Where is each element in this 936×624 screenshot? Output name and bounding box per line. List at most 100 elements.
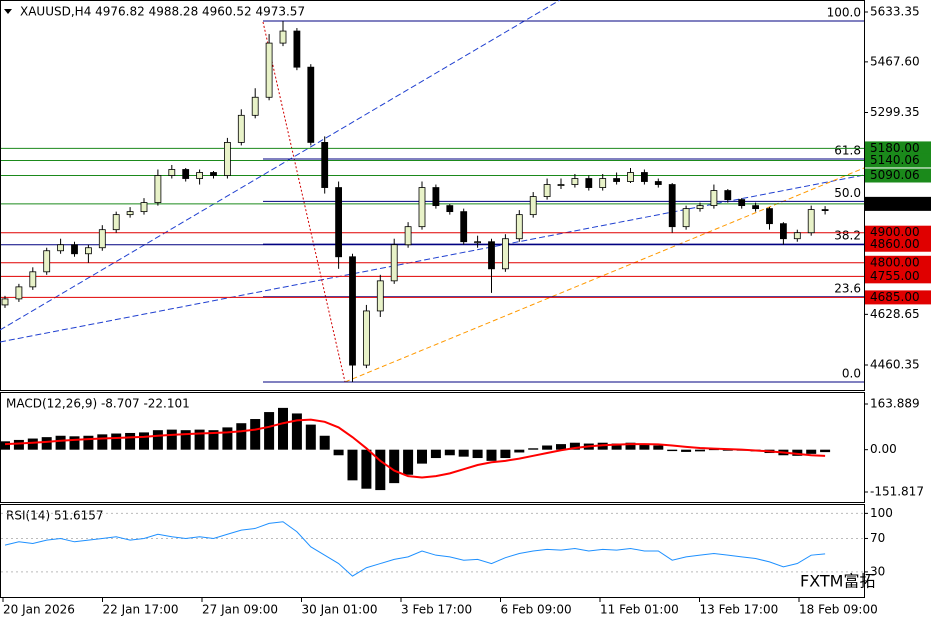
- macd-bar: [291, 413, 302, 450]
- candle-body: [376, 280, 384, 312]
- candle-body: [390, 244, 398, 282]
- level-box: [865, 153, 931, 168]
- macd-bar: [305, 424, 316, 450]
- level-label: 4800.00: [870, 255, 920, 269]
- macd-bar: [500, 449, 511, 459]
- y-tick-label: 0.00: [870, 442, 897, 456]
- candle-body: [237, 114, 245, 143]
- candle-body: [738, 199, 746, 207]
- macd-bar: [667, 449, 678, 452]
- level-label: 4685.00: [870, 290, 920, 304]
- candle-body: [501, 238, 509, 270]
- candle-body: [293, 30, 301, 68]
- rsi-pane: [0, 504, 865, 598]
- candle-body: [543, 184, 551, 197]
- level-box: [865, 290, 931, 305]
- macd-bar: [514, 449, 525, 453]
- level-box: [865, 225, 931, 240]
- level-box: [865, 141, 931, 156]
- candle-body: [43, 250, 51, 273]
- macd-bar: [542, 445, 553, 450]
- macd-bar: [806, 449, 817, 454]
- macd-bar: [264, 412, 275, 450]
- macd-bar: [194, 429, 205, 450]
- candle-body: [807, 209, 815, 234]
- candle-body: [98, 229, 106, 249]
- y-tick-label: 100: [870, 506, 893, 520]
- x-tick-label: 30 Jan 01:00: [302, 603, 378, 617]
- macd-bar: [347, 449, 358, 481]
- macd-bar: [375, 449, 386, 491]
- macd-bar: [208, 430, 219, 450]
- fib-label: 23.6: [834, 281, 861, 295]
- candle-body: [474, 241, 482, 244]
- fib-label: 100.0: [827, 5, 861, 19]
- frames: [0, 0, 865, 598]
- macd-bar: [569, 442, 580, 450]
- level-label: 5090.06: [870, 168, 920, 182]
- price-pane: [0, 0, 865, 391]
- candle-body: [710, 190, 718, 207]
- x-tick-label: 3 Feb 17:00: [401, 603, 472, 617]
- macd-bar: [653, 445, 664, 450]
- candle-body: [488, 241, 495, 270]
- macd-bar: [250, 419, 261, 450]
- candle-body: [223, 142, 231, 176]
- trend-line: [0, 0, 561, 331]
- candle-body: [1, 298, 9, 306]
- macd-bar: [319, 435, 330, 450]
- macd-bar: [55, 435, 66, 450]
- candle-body: [265, 42, 273, 98]
- macd-bar: [472, 449, 483, 459]
- candle-body: [182, 169, 190, 179]
- y-tick-label: 163.889: [870, 397, 920, 411]
- macd-bar: [403, 449, 414, 475]
- macd-bar: [180, 430, 191, 450]
- level-box: [865, 255, 931, 270]
- macd-bar: [722, 449, 733, 451]
- macd-bar: [111, 433, 122, 450]
- macd-bar: [556, 444, 566, 450]
- macd-bar: [333, 449, 344, 456]
- macd-bar: [13, 439, 24, 450]
- level-box: [865, 269, 931, 284]
- candle-body: [724, 190, 732, 200]
- candle-body: [210, 172, 217, 176]
- candle-body: [362, 310, 370, 366]
- macd-bar: [792, 449, 803, 456]
- level-box: [865, 237, 931, 252]
- level-label: 4995.77: [870, 196, 920, 210]
- macd-bar: [27, 438, 38, 450]
- level-box: [865, 168, 931, 183]
- price-title: XAUUSD,H4 4976.82 4988.28 4960.52 4973.5…: [20, 5, 305, 19]
- macd-bar: [83, 435, 94, 450]
- candle-body: [335, 187, 343, 258]
- macd-title: MACD(12,26,9) -8.707 -22.101: [6, 397, 190, 411]
- rsi-line: [4, 521, 826, 577]
- menu-arrow[interactable]: [4, 9, 12, 14]
- candle-body: [71, 244, 78, 255]
- y-tick-label: -151.817: [870, 484, 924, 498]
- macd-bar: [611, 443, 622, 450]
- x-tick-label: 11 Feb 01:00: [600, 603, 679, 617]
- candle-body: [529, 196, 537, 216]
- candle-body: [821, 209, 829, 211]
- y-tick-label: 4628.65: [870, 307, 920, 321]
- fib-label: 38.2: [834, 229, 861, 243]
- x-tick-label: 6 Feb 09:00: [501, 603, 572, 617]
- rsi-title: RSI(14) 51.6157: [6, 509, 104, 523]
- fib-base-line: [262, 21, 346, 383]
- candle-body: [140, 202, 148, 213]
- level-label: 4900.00: [870, 225, 920, 239]
- candle-body: [780, 223, 787, 240]
- candle-body: [15, 286, 23, 300]
- x-tick-label: 20 Jan 2026: [3, 603, 75, 617]
- macd-bar: [97, 434, 108, 450]
- macd-bar: [152, 430, 163, 450]
- level-label: 5180.00: [870, 141, 920, 155]
- y-tick-label: 30: [870, 564, 885, 578]
- level-label: 5140.06: [870, 153, 920, 167]
- level-label: 4860.00: [870, 237, 920, 251]
- macd-bar: [528, 448, 539, 450]
